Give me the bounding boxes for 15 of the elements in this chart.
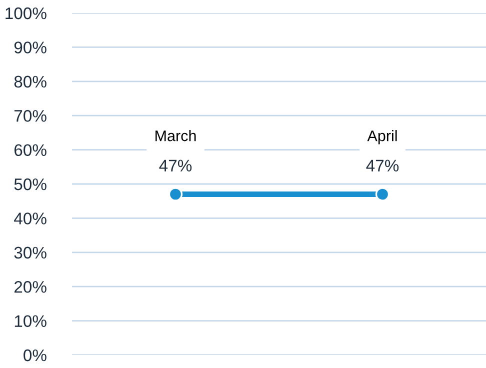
y-tick-label: 60% <box>14 144 46 156</box>
y-tick-label: 100% <box>6 7 46 20</box>
x-tick-label: April <box>367 130 397 144</box>
y-tick-label: 30% <box>14 246 46 259</box>
y-tick-label: 80% <box>14 76 46 88</box>
y-tick-label: 50% <box>14 178 46 190</box>
y-tick-label: 0% <box>24 349 46 362</box>
y-tick-label: 10% <box>14 315 46 328</box>
y-tick-label: 90% <box>14 42 46 54</box>
data-label: 47% <box>366 160 399 172</box>
y-tick-label: 70% <box>14 110 46 122</box>
data-label: 47% <box>159 160 192 172</box>
x-tick-label: March <box>156 130 196 142</box>
y-tick-label: 20% <box>14 281 46 293</box>
y-tick-label: 40% <box>14 212 46 224</box>
